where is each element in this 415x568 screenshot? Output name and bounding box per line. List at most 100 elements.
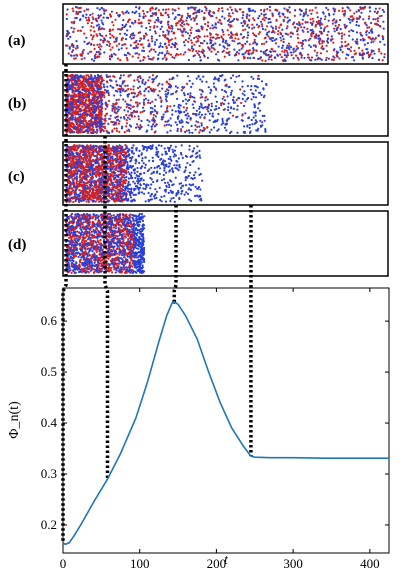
particle — [170, 30, 173, 33]
particle — [151, 156, 154, 159]
particle — [161, 51, 164, 54]
particle — [374, 7, 377, 10]
particle — [125, 122, 128, 125]
particle — [83, 190, 86, 193]
particle — [126, 51, 130, 54]
particle — [154, 130, 157, 133]
particles-panel-b — [65, 73, 268, 135]
particle — [97, 87, 101, 90]
particle — [204, 22, 207, 26]
particle — [246, 84, 249, 88]
particle — [198, 107, 201, 110]
particle — [155, 180, 159, 183]
particle — [166, 181, 169, 184]
particle — [68, 170, 71, 173]
particle — [115, 127, 118, 130]
particle — [217, 128, 220, 131]
particle — [330, 58, 333, 61]
particle — [314, 44, 317, 47]
particle — [306, 14, 309, 17]
particle — [146, 169, 149, 173]
particle — [308, 9, 311, 12]
particle — [110, 55, 113, 58]
particle — [95, 185, 99, 188]
particle — [77, 29, 80, 32]
particle — [225, 129, 228, 132]
particle — [171, 27, 174, 30]
particle — [234, 101, 237, 104]
particle — [115, 44, 118, 47]
particle — [154, 13, 158, 16]
particle — [122, 168, 125, 171]
particle — [244, 42, 247, 45]
particle — [241, 16, 244, 20]
particle — [159, 28, 162, 31]
particle — [252, 77, 255, 80]
particle — [307, 53, 310, 56]
particle — [232, 107, 235, 110]
particle — [106, 43, 109, 46]
particle — [318, 57, 322, 60]
particle — [97, 46, 101, 49]
particle — [225, 39, 228, 43]
particle — [349, 50, 352, 53]
particle — [91, 199, 94, 202]
particle — [130, 99, 133, 102]
particle — [72, 98, 75, 101]
particle — [121, 164, 124, 167]
particle — [76, 12, 79, 16]
particle — [115, 150, 118, 153]
particle — [282, 38, 285, 41]
particle — [271, 26, 275, 30]
particle — [94, 200, 97, 203]
particle — [112, 36, 115, 39]
particle — [214, 95, 217, 98]
particle — [115, 102, 118, 105]
particle — [268, 30, 271, 33]
particle — [132, 88, 135, 91]
particle — [167, 89, 170, 92]
particle — [190, 31, 193, 35]
particle — [87, 19, 91, 22]
particle — [294, 9, 297, 12]
particle — [238, 8, 241, 11]
particle — [87, 99, 90, 102]
particle — [139, 111, 142, 114]
particle — [74, 148, 77, 151]
particle — [119, 32, 122, 35]
particle — [267, 35, 270, 38]
particle — [377, 34, 380, 38]
particle — [77, 164, 80, 167]
particle — [136, 52, 139, 55]
particle — [160, 179, 164, 182]
particle — [346, 47, 349, 50]
particle — [201, 48, 204, 51]
particle — [228, 85, 231, 88]
particle — [150, 111, 153, 114]
particle — [80, 101, 83, 104]
particle — [141, 159, 144, 162]
particle — [199, 41, 202, 45]
particle — [89, 111, 92, 114]
particle — [147, 198, 150, 202]
particle — [73, 118, 76, 121]
particle — [348, 18, 351, 21]
particle — [166, 107, 169, 110]
particle — [366, 26, 369, 29]
particle — [370, 49, 373, 52]
particle — [163, 147, 166, 150]
particle — [71, 108, 74, 112]
particle — [186, 75, 190, 78]
particle — [133, 115, 136, 118]
particle — [358, 9, 361, 13]
particle — [88, 170, 91, 173]
particle — [206, 21, 210, 24]
particle — [79, 127, 82, 131]
particle — [205, 28, 208, 31]
particle — [113, 127, 116, 130]
particle — [69, 187, 72, 190]
particle — [120, 47, 123, 50]
particle — [140, 25, 143, 28]
particle — [241, 114, 244, 117]
particle — [179, 17, 183, 20]
